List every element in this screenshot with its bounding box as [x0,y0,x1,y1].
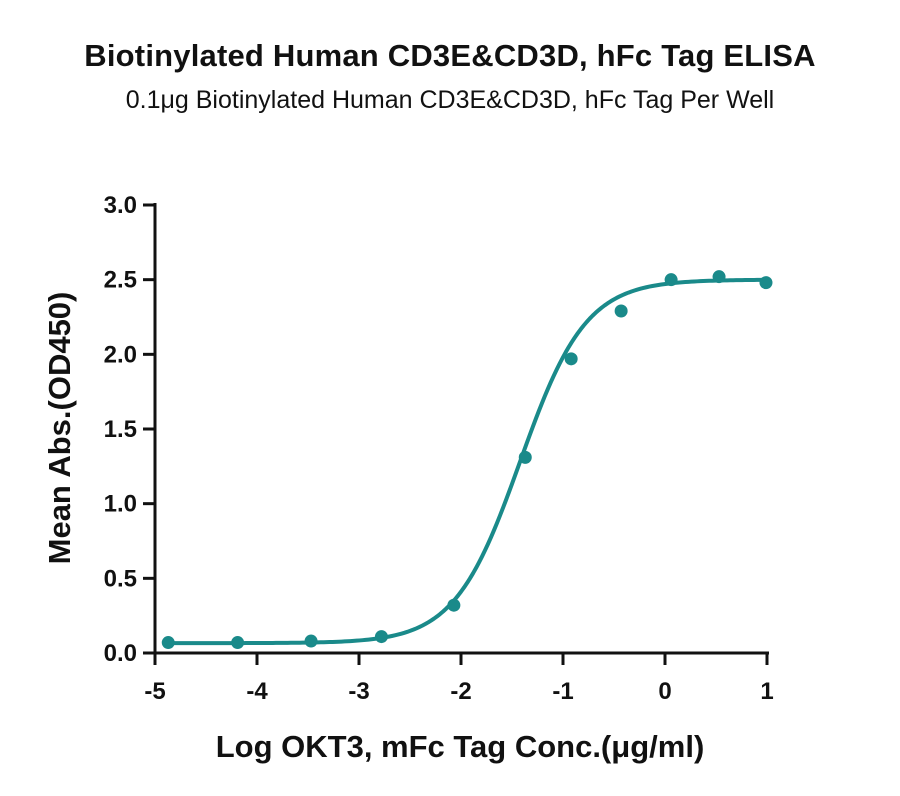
x-tick-label: -2 [450,678,471,705]
y-tick-label: 1.5 [104,416,137,443]
data-point [518,450,532,464]
data-point [231,636,245,650]
data-point [664,273,678,287]
data-point [374,630,388,644]
data-point [564,352,578,366]
y-tick-label: 1.0 [104,491,137,518]
data-points-layer [161,270,773,650]
data-point [759,276,773,290]
fit-curve-layer [168,277,766,646]
data-point [712,270,726,284]
y-tick-label: 3.0 [104,192,137,219]
y-tick-label: 0.5 [104,565,137,592]
y-tick-label: 2.0 [104,341,137,368]
x-tick-label: 1 [760,678,773,705]
axes: 0.0 0.5 1.0 1.5 2.0 2.5 3.0 -5 -4 -3 -2 -1 0 1 [104,192,774,705]
x-tick-label: 0 [658,678,671,705]
chart-subtitle: 0.1μg Biotinylated Human CD3E&CD3D, hFc … [125,86,775,114]
fit-curve [168,277,766,646]
x-tick-label: -1 [552,678,573,705]
y-tick-label: 2.5 [104,267,137,294]
data-point [161,636,175,650]
y-tick-label: 0.0 [104,640,137,667]
data-point [447,598,461,612]
x-tick-label: -5 [144,678,165,705]
x-axis-title: Log OKT3, mFc Tag Conc.(μg/ml) [216,729,705,764]
y-axis-title: Mean Abs.(OD450) [42,292,77,565]
x-tick-label: -3 [348,678,369,705]
data-point [304,634,318,648]
x-tick-label: -4 [246,678,268,705]
chart-title: Biotinylated Human CD3E&CD3D, hFc Tag EL… [84,38,816,73]
data-point [614,304,628,318]
